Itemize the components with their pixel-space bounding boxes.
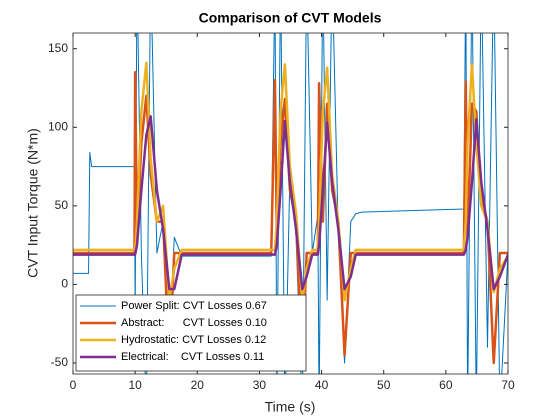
x-axis-label: Time (s) bbox=[265, 399, 316, 415]
x-tick-label: 30 bbox=[253, 378, 267, 392]
y-tick-label: 100 bbox=[48, 119, 68, 133]
y-tick-label: 150 bbox=[48, 41, 68, 55]
legend-label: Electrical: CVT Losses 0.11 bbox=[121, 351, 264, 363]
y-tick-label: 50 bbox=[55, 198, 69, 212]
axes-box bbox=[72, 32, 509, 375]
x-tick-label: 70 bbox=[501, 378, 515, 392]
y-tick-label: -50 bbox=[51, 355, 69, 369]
x-tick-label: 40 bbox=[315, 378, 329, 392]
legend-label: Power Split: CVT Losses 0.67 bbox=[121, 300, 267, 312]
series-line bbox=[73, 115, 508, 291]
legend-label: Abstract: CVT Losses 0.10 bbox=[121, 317, 267, 329]
x-tick-label: 60 bbox=[439, 378, 453, 392]
x-tick-label: 10 bbox=[128, 378, 142, 392]
y-tick-label: 0 bbox=[61, 277, 68, 291]
x-tick-label: 50 bbox=[377, 378, 391, 392]
x-tick-label: 20 bbox=[191, 378, 205, 392]
legend-box bbox=[75, 294, 307, 372]
chart-title: Comparison of CVT Models bbox=[199, 10, 382, 26]
x-tick-label: 0 bbox=[70, 378, 77, 392]
y-axis-label: CVT Input Torque (N*m) bbox=[25, 128, 41, 278]
legend-label: Hydrostatic: CVT Losses 0.12 bbox=[121, 334, 266, 346]
